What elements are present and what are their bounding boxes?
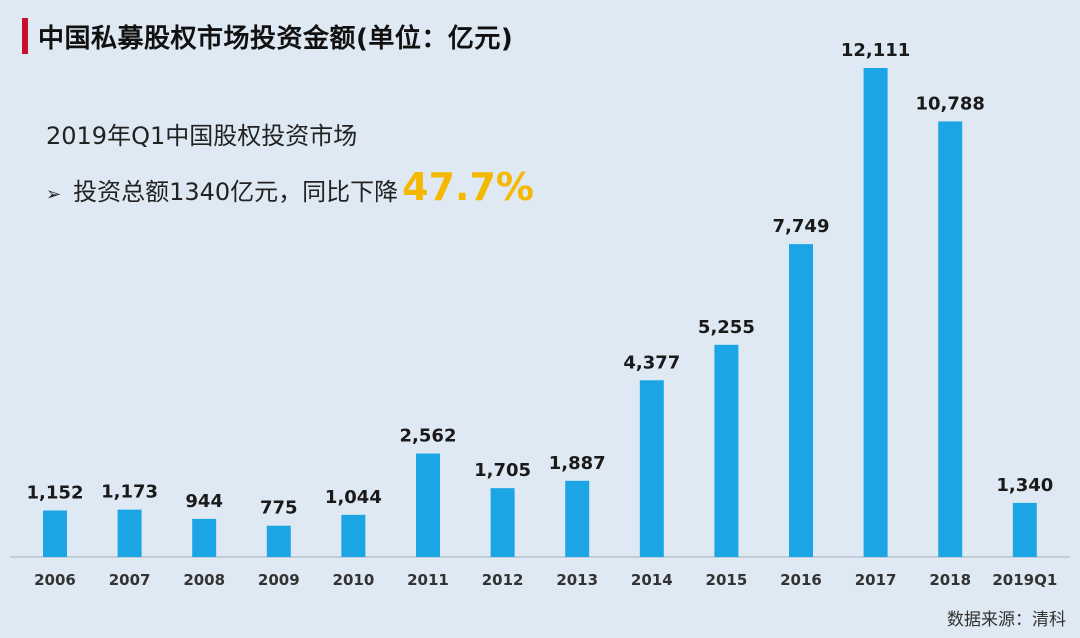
bar-2017 (863, 68, 888, 557)
bar-2012 (490, 488, 515, 557)
value-label-2014: 4,377 (623, 352, 680, 373)
category-label-2012: 2012 (482, 571, 524, 589)
callout-heading: 2019年Q1中国股权投资市场 (46, 122, 358, 150)
category-label-2009: 2009 (258, 571, 300, 589)
callout-summary-text: 投资总额1340亿元，同比下降 (73, 178, 399, 206)
category-label-2014: 2014 (631, 571, 673, 589)
chart-title: 中国私募股权市场投资金额(单位：亿元) (38, 23, 514, 54)
category-label-2015: 2015 (706, 571, 748, 589)
bar-2011 (416, 453, 440, 557)
value-label-2016: 7,749 (773, 216, 830, 237)
category-label-2019Q1: 2019Q1 (992, 571, 1057, 589)
value-label-2019Q1: 1,340 (996, 475, 1053, 496)
value-label-2015: 5,255 (698, 317, 755, 338)
bar-2010 (341, 514, 366, 557)
category-label-2010: 2010 (333, 571, 375, 589)
value-label-2010: 1,044 (325, 487, 382, 508)
value-label-2017: 12,111 (841, 40, 910, 61)
value-label-2008: 944 (185, 491, 223, 512)
value-label-2011: 2,562 (400, 426, 457, 447)
category-label-2006: 2006 (34, 571, 76, 589)
value-label-2018: 10,788 (915, 93, 984, 114)
bar-2015 (714, 344, 739, 557)
value-label-2013: 1,887 (549, 453, 606, 474)
bar-2013 (565, 480, 590, 557)
bar-2009 (266, 525, 291, 557)
category-label-2007: 2007 (109, 571, 151, 589)
bar-2008 (192, 518, 217, 557)
category-label-2018: 2018 (929, 571, 971, 589)
bullet-arrow-icon: ➢ (46, 184, 62, 205)
category-label-2013: 2013 (556, 571, 598, 589)
bar-2018 (938, 121, 963, 558)
bar-2007 (117, 509, 142, 557)
title-accent-bar (22, 18, 28, 54)
value-label-2012: 1,705 (474, 460, 531, 481)
callout-box: 2019年Q1中国股权投资市场 ➢ 投资总额1340亿元，同比下降 47.7% (46, 116, 534, 209)
bar-2016 (789, 244, 813, 557)
category-label-2011: 2011 (407, 571, 449, 589)
category-label-2008: 2008 (183, 571, 225, 589)
chart-title-bar: 中国私募股权市场投资金额(单位：亿元) (22, 18, 513, 54)
decline-percent: 47.7% (402, 165, 535, 209)
callout-summary: ➢ 投资总额1340亿元，同比下降 47.7% (46, 165, 534, 209)
bar-2006 (43, 510, 67, 557)
bar-2014 (639, 380, 664, 557)
data-source: 数据来源：清科 (947, 610, 1066, 630)
value-label-2007: 1,173 (101, 482, 158, 503)
category-label-2016: 2016 (780, 571, 822, 589)
value-label-2006: 1,152 (27, 482, 84, 503)
value-label-2009: 775 (260, 498, 298, 519)
category-label-2017: 2017 (855, 571, 897, 589)
bar-2019Q1 (1012, 502, 1037, 557)
